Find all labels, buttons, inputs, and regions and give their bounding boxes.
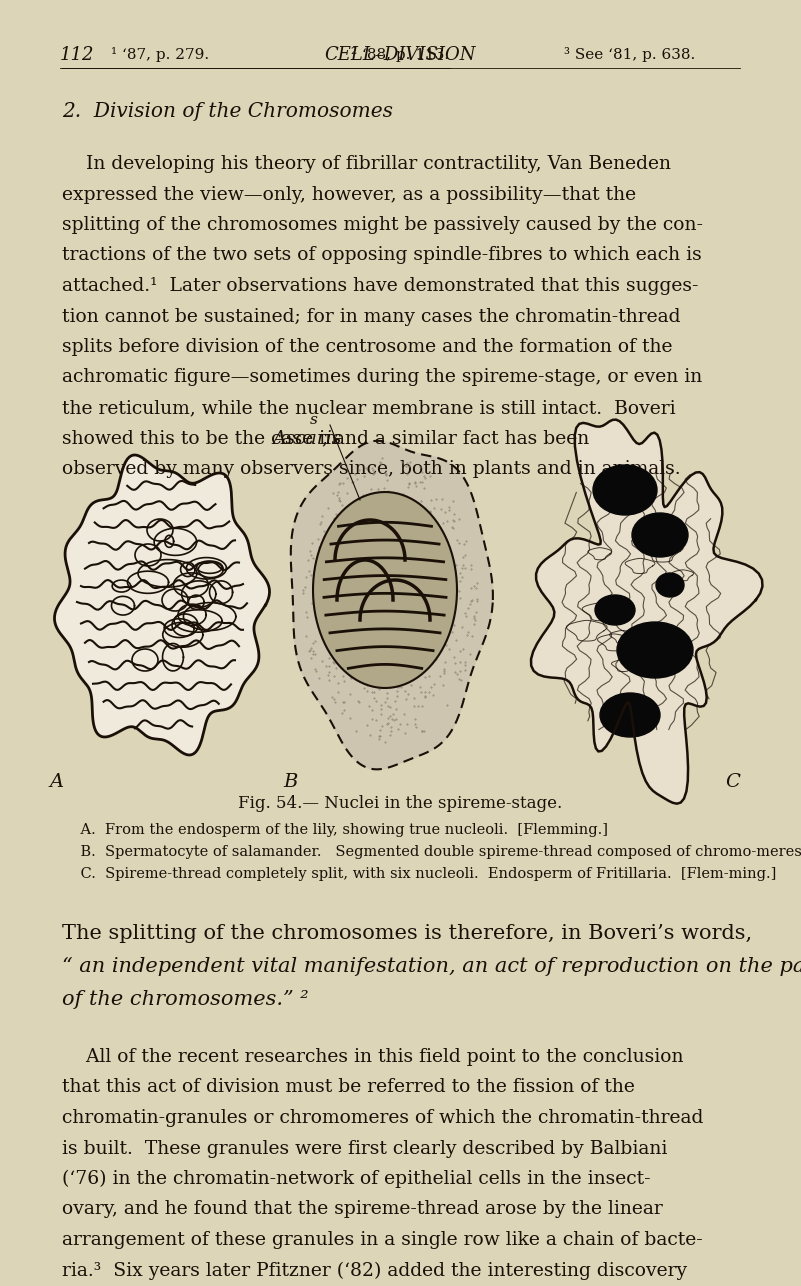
Text: C: C: [725, 773, 740, 791]
Text: 112: 112: [60, 46, 95, 64]
Text: arrangement of these granules in a single row like a chain of bacte-: arrangement of these granules in a singl…: [62, 1231, 702, 1249]
Text: A: A: [50, 773, 64, 791]
Ellipse shape: [617, 622, 693, 678]
Text: CELL–DIVISION: CELL–DIVISION: [324, 46, 477, 64]
Text: tractions of the two sets of opposing spindle-fibres to which each is: tractions of the two sets of opposing sp…: [62, 247, 702, 265]
Text: C.  Spireme-thread completely split, with six nucleoli.  Endosperm of Fritillari: C. Spireme-thread completely split, with…: [62, 867, 776, 881]
Text: ria.³  Six years later Pfitzner (‘82) added the interesting discovery: ria.³ Six years later Pfitzner (‘82) add…: [62, 1262, 687, 1280]
Ellipse shape: [595, 595, 635, 625]
Text: The splitting of the chromosomes is therefore, in Boveri’s words,: The splitting of the chromosomes is ther…: [62, 925, 752, 943]
Text: ¹ ‘87, p. 279.: ¹ ‘87, p. 279.: [111, 48, 209, 63]
Text: chromatin-granules or chromomeres of which the chromatin-thread: chromatin-granules or chromomeres of whi…: [62, 1109, 703, 1127]
Text: achromatic figure—sometimes during the spireme-stage, or even in: achromatic figure—sometimes during the s…: [62, 369, 702, 387]
Text: ³ See ‘81, p. 638.: ³ See ‘81, p. 638.: [565, 48, 695, 63]
Text: of the chromosomes.” ²: of the chromosomes.” ²: [62, 990, 308, 1010]
Text: the reticulum, while the nuclear membrane is still intact.  Boveri: the reticulum, while the nuclear membran…: [62, 399, 675, 417]
Text: 2.  Division of the Chromosomes: 2. Division of the Chromosomes: [62, 102, 393, 121]
Text: ² ‘88, p. 113.: ² ‘88, p. 113.: [351, 48, 449, 63]
Polygon shape: [531, 419, 763, 804]
Text: splitting of the chromosomes might be passively caused by the con-: splitting of the chromosomes might be pa…: [62, 216, 703, 234]
Text: All of the recent researches in this field point to the conclusion: All of the recent researches in this fie…: [62, 1048, 683, 1066]
Ellipse shape: [593, 466, 657, 514]
Text: tion cannot be sustained; for in many cases the chromatin-thread: tion cannot be sustained; for in many ca…: [62, 307, 681, 325]
Ellipse shape: [600, 693, 660, 737]
Text: Ascaris: Ascaris: [272, 430, 342, 448]
Text: , and a similar fact has been: , and a similar fact has been: [322, 430, 589, 448]
Text: expressed the view—only, however, as a possibility—that the: expressed the view—only, however, as a p…: [62, 185, 636, 203]
Polygon shape: [313, 493, 457, 688]
Text: is built.  These granules were first clearly described by Balbiani: is built. These granules were first clea…: [62, 1139, 667, 1157]
Text: A.  From the endosperm of the lily, showing true nucleoli.  [Flemming.]: A. From the endosperm of the lily, showi…: [62, 823, 608, 837]
Ellipse shape: [656, 574, 684, 597]
Text: (‘76) in the chromatin-network of epithelial cells in the insect-: (‘76) in the chromatin-network of epithe…: [62, 1170, 650, 1188]
Text: splits before division of the centrosome and the formation of the: splits before division of the centrosome…: [62, 338, 673, 356]
Text: attached.¹  Later observations have demonstrated that this sugges-: attached.¹ Later observations have demon…: [62, 276, 698, 294]
Text: “ an independent vital manifestation, an act of reproduction on the part: “ an independent vital manifestation, an…: [62, 957, 801, 976]
Text: s: s: [310, 413, 318, 427]
Text: Fig. 54.— Nuclei in the spireme-stage.: Fig. 54.— Nuclei in the spireme-stage.: [239, 795, 562, 811]
Text: B.  Spermatocyte of salamander.   Segmented double spireme-thread composed of ch: B. Spermatocyte of salamander. Segmented…: [62, 845, 801, 859]
Polygon shape: [54, 455, 269, 755]
Text: B: B: [283, 773, 297, 791]
Text: ovary, and he found that the spireme-thread arose by the linear: ovary, and he found that the spireme-thr…: [62, 1201, 662, 1219]
Polygon shape: [291, 441, 493, 769]
Text: that this act of division must be referred to the fission of the: that this act of division must be referr…: [62, 1079, 635, 1097]
Text: showed this to be the case in: showed this to be the case in: [62, 430, 343, 448]
Ellipse shape: [632, 513, 688, 557]
Text: In developing his theory of fibrillar contractility, Van Beneden: In developing his theory of fibrillar co…: [62, 156, 671, 174]
Text: observed by many observers since, both in plants and in animals.: observed by many observers since, both i…: [62, 460, 681, 478]
